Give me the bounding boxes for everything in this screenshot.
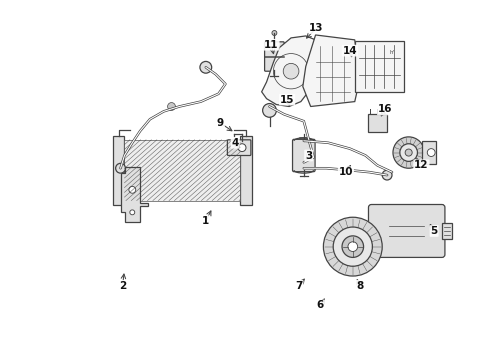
Circle shape xyxy=(348,242,358,252)
Text: 5: 5 xyxy=(431,226,438,236)
Circle shape xyxy=(323,217,382,276)
Bar xyxy=(422,141,436,164)
Circle shape xyxy=(382,170,392,180)
FancyBboxPatch shape xyxy=(265,42,284,71)
FancyBboxPatch shape xyxy=(368,204,445,257)
Circle shape xyxy=(405,149,412,156)
Bar xyxy=(124,140,240,201)
Circle shape xyxy=(200,62,212,73)
Polygon shape xyxy=(262,36,322,107)
Circle shape xyxy=(427,149,435,157)
Bar xyxy=(355,41,404,92)
Text: 10: 10 xyxy=(339,167,353,177)
Text: 11: 11 xyxy=(264,40,279,50)
Circle shape xyxy=(168,103,175,111)
Circle shape xyxy=(342,236,364,257)
Text: h': h' xyxy=(390,50,394,55)
Text: 7: 7 xyxy=(295,281,303,291)
Text: 8: 8 xyxy=(356,281,363,291)
Polygon shape xyxy=(121,167,148,222)
Circle shape xyxy=(333,227,372,266)
Circle shape xyxy=(283,63,299,79)
Text: 3: 3 xyxy=(305,150,312,161)
Bar xyxy=(113,136,124,204)
FancyBboxPatch shape xyxy=(293,139,315,172)
Text: 6: 6 xyxy=(317,301,324,310)
Text: 4: 4 xyxy=(231,138,239,148)
Text: 13: 13 xyxy=(309,23,324,33)
Text: 9: 9 xyxy=(217,118,224,128)
FancyBboxPatch shape xyxy=(227,140,251,156)
Circle shape xyxy=(238,144,246,152)
Circle shape xyxy=(129,186,136,193)
Bar xyxy=(442,223,452,239)
Bar xyxy=(240,136,252,204)
Text: 16: 16 xyxy=(378,104,392,114)
Bar xyxy=(368,114,387,132)
Text: 15: 15 xyxy=(280,95,294,105)
Circle shape xyxy=(116,163,125,173)
Circle shape xyxy=(393,137,424,168)
Text: 1: 1 xyxy=(202,216,209,226)
Text: 12: 12 xyxy=(414,160,429,170)
Circle shape xyxy=(263,104,276,117)
Circle shape xyxy=(272,31,277,35)
Circle shape xyxy=(400,144,417,161)
Text: 2: 2 xyxy=(119,281,126,291)
Polygon shape xyxy=(303,35,360,107)
Text: 14: 14 xyxy=(343,46,357,56)
Circle shape xyxy=(130,210,135,215)
